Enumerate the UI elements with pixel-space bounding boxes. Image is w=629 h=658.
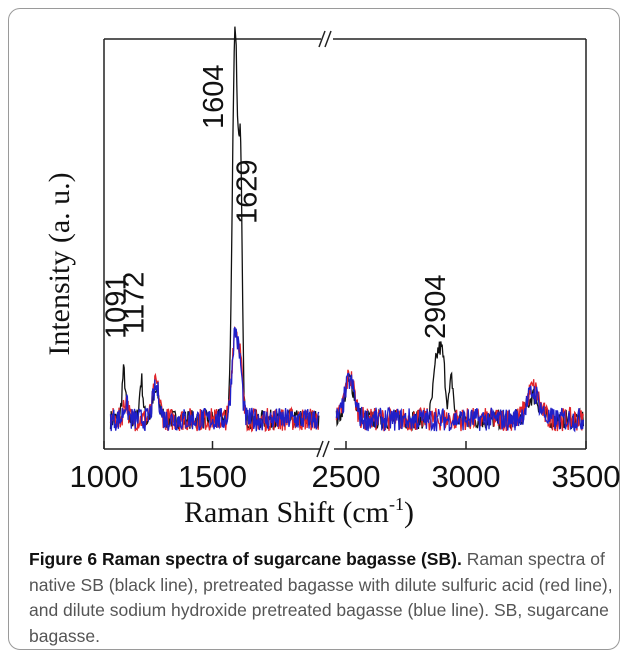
x-axis-title-superscript: -1 — [389, 494, 404, 514]
spectrum-line — [109, 326, 320, 432]
figure-title: Raman spectra of sugarcane bagasse (SB). — [101, 549, 462, 569]
y-axis-title: Intensity (a. u.) — [43, 172, 76, 355]
x-tick-label: 2500 — [312, 459, 381, 494]
plot-area — [103, 26, 587, 458]
axis-break-top-mark — [324, 30, 332, 48]
x-axis-title-text: Raman Shift (cm — [184, 496, 389, 529]
peak-label-1604: 1604 — [198, 64, 230, 129]
x-axis-title: Raman Shift (cm-1) — [184, 494, 414, 529]
peak-label-2904: 2904 — [420, 274, 452, 339]
figure-caption-text: Raman spectra of native SB (black line),… — [29, 549, 613, 646]
x-tick-label: 1000 — [70, 459, 139, 494]
axis-break-top-mark — [318, 30, 326, 48]
peak-label-1629: 1629 — [231, 159, 263, 224]
axis-break-bottom-mark — [322, 440, 330, 458]
figure-frame: 1000 1500 2500 3000 3500 1091 1172 1604 1629 290… — [8, 8, 620, 650]
x-tick-label: 3500 — [552, 459, 621, 494]
axis-break-bottom-mark — [316, 440, 324, 458]
x-axis-ticks: 1000 1500 2500 3000 3500 — [70, 441, 621, 494]
x-axis-title-close: ) — [404, 496, 414, 529]
x-tick-label: 3000 — [432, 459, 501, 494]
x-tick-label: 1500 — [178, 459, 247, 494]
peak-label-1172: 1172 — [118, 272, 150, 334]
figure-number: Figure 6 — [29, 549, 98, 569]
peak-label-1091: 1091 — [101, 274, 133, 339]
figure-caption: Figure 6 Raman spectra of sugarcane baga… — [29, 547, 614, 649]
spectrum-line — [335, 372, 585, 433]
